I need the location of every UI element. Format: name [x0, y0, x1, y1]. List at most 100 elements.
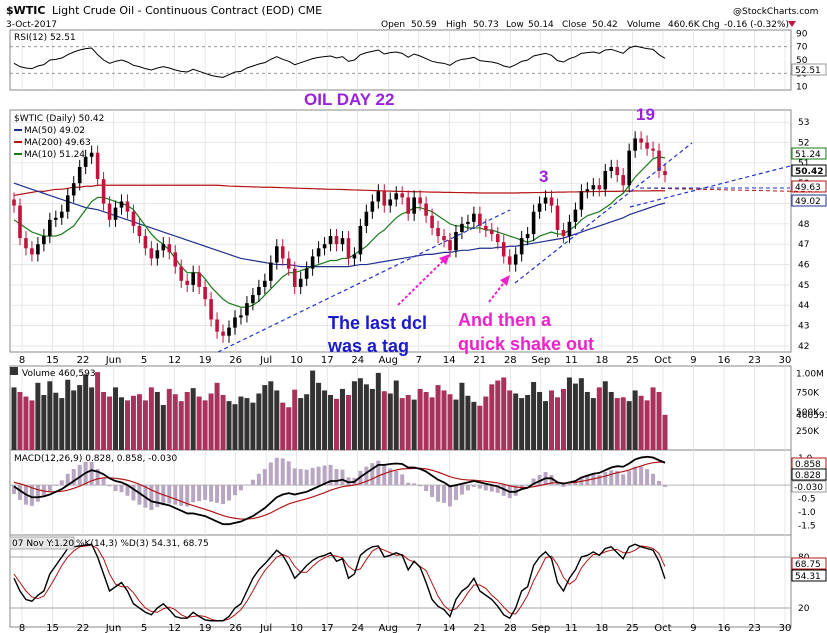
price-bar: [406, 190, 410, 221]
volume-bar: [554, 397, 560, 450]
macd-histogram-bar: [113, 485, 118, 492]
price-bar: [430, 208, 434, 236]
volume-bar: [280, 402, 286, 450]
low-value: 50.14: [528, 20, 554, 30]
macd-histogram-bar: [388, 468, 393, 486]
volume-bar: [459, 382, 465, 450]
note-1-line1: The last dcl: [328, 313, 427, 333]
volume-bar: [59, 398, 65, 450]
price-bar: [507, 249, 512, 272]
price-bar-body: [257, 286, 261, 296]
macd-histogram-bar: [328, 464, 333, 486]
price-bar: [233, 310, 237, 335]
price-bar: [358, 218, 363, 262]
macd-histogram-bar: [442, 485, 447, 503]
volume-bar: [489, 384, 495, 450]
price-bar-body: [263, 280, 267, 287]
macd-histogram-bar: [17, 485, 22, 500]
price-bar: [555, 198, 560, 238]
rsi-last-box: [791, 63, 827, 76]
x-tick-label-bottom: 17: [321, 623, 334, 633]
price-bar: [304, 261, 309, 286]
volume-bar: [566, 377, 572, 450]
macd-histogram-bar: [531, 478, 536, 486]
x-tick-label-bottom: 9: [690, 623, 696, 633]
x-tick-label: Sep: [531, 355, 550, 366]
price-bar: [119, 194, 124, 215]
macd-histogram-bar: [436, 485, 441, 502]
x-tick-label: 8: [19, 355, 25, 366]
price-y-tick: 51: [798, 159, 809, 169]
macd-histogram-bar: [615, 470, 620, 486]
macd-histogram-bar: [173, 485, 178, 505]
x-tick-label: 7: [416, 355, 422, 366]
price-bar-body: [316, 248, 321, 257]
price-bar-body: [215, 319, 219, 332]
macd-histogram-bar: [525, 485, 530, 486]
volume-bar: [584, 391, 590, 450]
macd-histogram-bar: [125, 485, 130, 496]
x-tick-label: 11: [565, 355, 578, 366]
volume-bar: [417, 388, 423, 450]
volume-swatch: [10, 367, 18, 375]
volume-bar: [89, 387, 95, 450]
volume-bar: [369, 388, 375, 450]
price-bar: [543, 190, 548, 211]
price-bar: [18, 198, 22, 246]
price-bar-body: [460, 223, 464, 233]
price-bar-body: [245, 303, 249, 316]
volume-bar: [525, 395, 531, 450]
arrow-1-line: [397, 257, 447, 306]
price-bar-body: [561, 229, 566, 237]
open-label: Open: [381, 20, 405, 30]
macd-histogram-bar: [430, 485, 435, 497]
macd-histogram-bar: [495, 485, 500, 493]
volume-bar: [95, 372, 101, 450]
price-y-tick: 43: [798, 322, 809, 332]
symbol-label: $WTIC: [6, 4, 45, 17]
volume-bar: [357, 378, 363, 450]
macd-last-label: 0.828: [795, 471, 821, 481]
price-layer: [12, 131, 667, 343]
volume-bar: [614, 398, 620, 450]
price-bar: [585, 182, 590, 199]
macd-histogram-bar: [107, 485, 112, 487]
trendline-2: [514, 142, 693, 284]
ma50-line: [13, 182, 666, 268]
macd-histogram-bar: [537, 474, 542, 486]
macd-hist-last-label: -0.030: [794, 483, 823, 493]
x-tick-label: 12: [168, 355, 181, 366]
macd-histogram-bar: [663, 485, 667, 487]
stoch-d-line: [13, 544, 666, 622]
stoch-last-labels: 68.75 54.31: [791, 557, 827, 582]
macd-histogram-bar: [244, 484, 249, 486]
x-tick-label: 28: [504, 355, 517, 366]
macd-histogram-bar: [316, 466, 321, 486]
volume-bar: [531, 382, 537, 450]
volume-bar: [136, 394, 142, 450]
close-last-label: 50.42: [795, 167, 823, 177]
price-bar: [209, 292, 213, 327]
volume-bar: [250, 402, 256, 450]
price-bar: [340, 231, 345, 252]
volume-y-tick: 250K: [796, 427, 820, 437]
price-bar: [364, 204, 369, 234]
price-bar-body: [382, 191, 387, 206]
macd-histogram-bar: [268, 462, 273, 486]
volume-label: Volume: [627, 20, 661, 30]
price-bar-body: [573, 209, 578, 222]
price-bar: [65, 188, 70, 219]
price-bar-body: [633, 138, 637, 151]
price-bar-body: [358, 225, 363, 255]
volume-bar: [399, 398, 405, 450]
volume-bar: [549, 390, 555, 450]
macd-last-labels: 0.858 0.828 -0.030: [791, 457, 827, 493]
price-bar-body: [269, 262, 273, 281]
volume-bar: [226, 401, 232, 450]
macd-last-box: [791, 468, 827, 481]
price-bar-body: [173, 252, 178, 267]
ma10-legend: MA(10) 51.24: [24, 150, 85, 160]
macd-histogram-bar: [633, 466, 638, 486]
price-bar-body: [42, 236, 46, 245]
price-bar-body: [663, 171, 667, 176]
